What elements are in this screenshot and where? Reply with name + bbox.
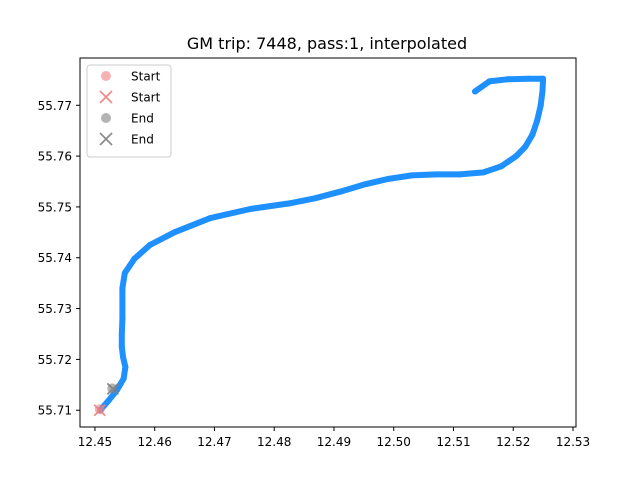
gps-track-point [120,353,126,360]
legend-label: End [131,112,154,126]
legend-box [86,64,172,158]
x-tick-label: 12.49 [317,435,351,449]
legend-marker-start-circle [101,71,111,81]
gps-track-point [480,169,487,176]
x-tick-label: 12.46 [138,435,172,449]
marker-start-x [93,404,106,417]
legend-label: Start [131,70,161,84]
marker-end-x [106,382,120,396]
gps-track-point [384,176,391,182]
gps-track-point [522,143,529,150]
legend-marker-end-x [99,132,113,146]
gps-track-point [131,255,138,262]
y-tick-label: 55.71 [38,404,72,418]
legend-label: Start [131,91,161,105]
x-tick-label: 12.47 [197,435,231,449]
legend-marker-end-circle [101,113,111,123]
gps-track-point [498,163,505,170]
y-tick-label: 55.77 [38,99,72,113]
gps-track-point [247,206,254,212]
gps-track-point [486,78,493,85]
legend-marker-start-x [99,90,113,104]
gps-track-point [118,343,125,350]
y-tick-label: 55.74 [38,251,72,265]
gps-track-point [432,171,439,178]
gps-track-point [146,242,153,248]
x-tick-label: 12.48 [257,435,291,449]
x-tick-label: 12.51 [436,435,470,449]
gps-track-point [360,181,367,188]
gps-track-point [538,75,545,82]
gps-track-point [122,364,129,370]
gps-track-point [119,285,126,292]
chart-title: GM trip: 7448, pass:1, interpolated [187,34,467,53]
gps-track-point [171,229,178,236]
y-tick-label: 55.76 [38,150,72,164]
gps-track-point [504,76,511,83]
y-tick-label: 55.72 [38,353,72,367]
gps-track-point [408,172,415,179]
gps-track-point [286,200,293,207]
legend: Start Start End End [86,64,172,158]
gps-track-point [119,315,126,322]
x-tick-label: 12.50 [377,435,411,449]
gps-track-point [513,153,520,160]
gps-track-point [537,102,544,109]
gps-track-point [311,195,318,202]
x-tick-label: 12.45 [78,435,112,449]
gps-track-point [525,75,532,82]
y-tick-label: 55.75 [38,200,72,214]
gps-track-point [207,215,214,222]
gps-track-point [534,117,541,124]
gps-track-point [472,88,478,95]
plot-area [93,75,547,417]
axes: 12.45 12.46 12.47 12.48 12.49 12.50 12.51 12.52… [38,57,590,449]
gps-track-point [337,188,343,195]
gps-track-point [118,331,125,337]
x-tick-label: 12.53 [556,435,590,449]
axes-frame [79,57,577,428]
gps-track-point [120,375,127,382]
gps-track-point [121,270,128,276]
gps-track-point [529,131,536,138]
gps-track-point [456,171,463,178]
gps-track-point [105,398,112,405]
legend-label: End [131,133,154,147]
gps-track-point [539,88,546,94]
x-tick-label: 12.52 [496,435,530,449]
y-tick-label: 55.73 [38,302,72,316]
